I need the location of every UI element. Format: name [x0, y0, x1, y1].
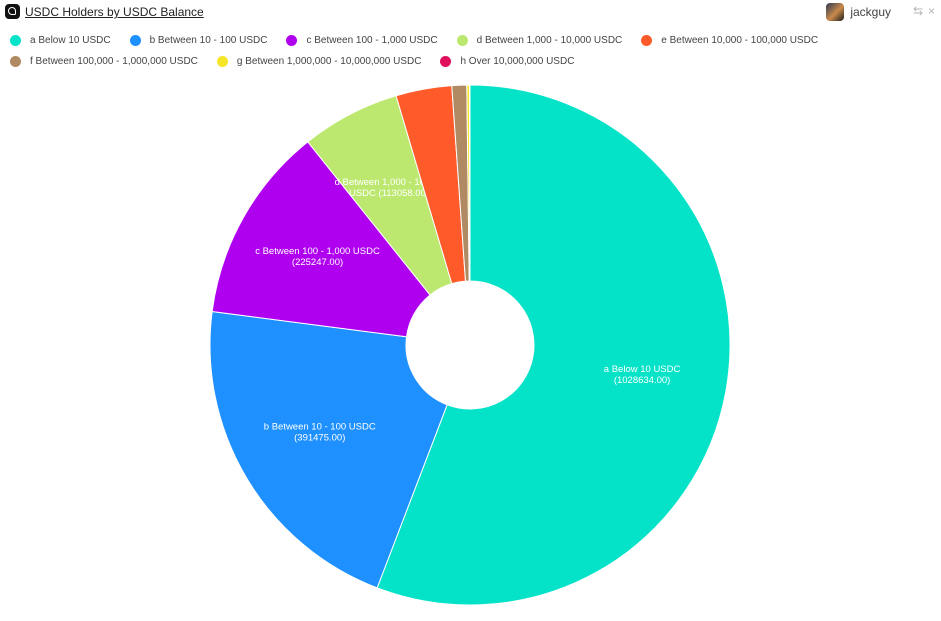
legend-item[interactable]: g Between 1,000,000 - 10,000,000 USDC	[216, 56, 422, 67]
legend-swatch	[10, 56, 21, 67]
legend-swatch	[440, 56, 452, 67]
legend-label: e Between 10,000 - 100,000 USDC	[661, 35, 819, 46]
arrows-swap-icon[interactable]: ⇆	[912, 4, 923, 18]
pie-slice[interactable]	[211, 141, 431, 338]
slice-data-label: d Between 1,000 - 10,000 USDC (113058.00)	[335, 177, 444, 199]
legend-label: b Between 10 - 100 USDC	[149, 35, 268, 46]
legend-item[interactable]: h Over 10,000,000 USDC	[440, 56, 574, 67]
legend-swatch	[641, 35, 653, 46]
legend-item[interactable]: d Between 1,000 - 10,000 USDC	[456, 35, 623, 46]
flipside-logo-icon	[5, 4, 20, 19]
chart-header: USDC Holders by USDC Balance jackguy ⇆ ×	[0, 0, 941, 28]
close-icon[interactable]: ×	[927, 4, 935, 18]
slice-data-label: c Between 100 - 1,000 USDC (225247.00)	[255, 246, 380, 268]
legend-item[interactable]: f Between 100,000 - 1,000,000 USDC	[10, 56, 198, 67]
legend-swatch	[129, 35, 141, 46]
legend-label: d Between 1,000 - 10,000 USDC	[476, 35, 623, 46]
legend-label: g Between 1,000,000 - 10,000,000 USDC	[236, 56, 422, 67]
legend-item[interactable]: c Between 100 - 1,000 USDC	[286, 35, 438, 46]
pie-slice[interactable]	[468, 84, 471, 282]
legend-swatch	[456, 35, 468, 46]
chart-legend: a Below 10 USDC b Between 10 - 100 USDC c …	[10, 30, 930, 72]
legend-swatch	[10, 35, 21, 46]
username: jackguy	[850, 5, 891, 19]
slice-data-label: b Between 10 - 100 USDC (391475.00)	[264, 422, 376, 444]
chart-title-link[interactable]: USDC Holders by USDC Balance	[25, 5, 204, 19]
legend-item[interactable]: b Between 10 - 100 USDC	[129, 35, 268, 46]
legend-row: a Below 10 USDC b Between 10 - 100 USDC c …	[10, 30, 930, 51]
legend-row: f Between 100,000 - 1,000,000 USDC g Betw…	[10, 51, 930, 72]
legend-label: a Below 10 USDC	[30, 35, 111, 46]
user-badge[interactable]: jackguy	[826, 3, 891, 21]
legend-swatch	[216, 56, 228, 67]
avatar	[826, 3, 845, 21]
legend-item[interactable]: e Between 10,000 - 100,000 USDC	[641, 35, 818, 46]
pie-slice[interactable]	[376, 84, 731, 606]
legend-label: f Between 100,000 - 1,000,000 USDC	[30, 56, 198, 67]
slice-data-label: a Below 10 USDC (1028634.00)	[604, 364, 681, 386]
legend-item[interactable]: a Below 10 USDC	[10, 35, 111, 46]
legend-label: c Between 100 - 1,000 USDC	[306, 35, 438, 46]
pie-slice[interactable]	[209, 310, 448, 589]
legend-swatch	[286, 35, 298, 46]
legend-label: h Over 10,000,000 USDC	[460, 56, 575, 67]
